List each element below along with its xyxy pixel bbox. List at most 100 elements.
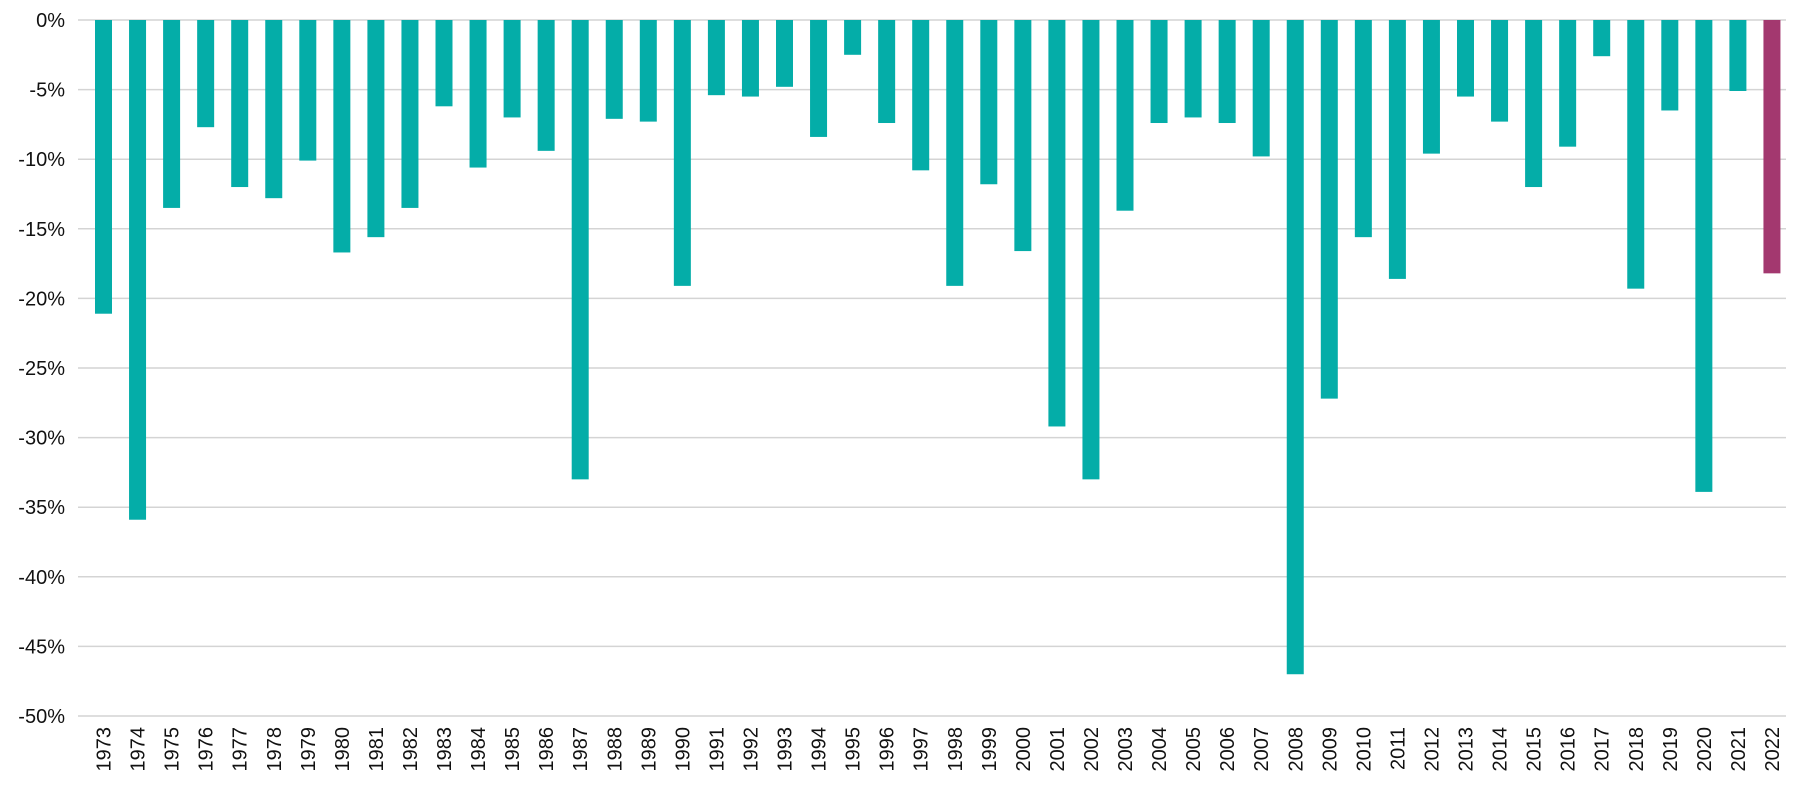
y-tick-label: -40%: [18, 567, 65, 589]
y-tick-label: -15%: [18, 219, 65, 241]
bar-1974: [129, 20, 147, 520]
y-axis: 0% -5% -10% -15% -20% -25% -30% -35% -40% -45% -50…: [18, 10, 65, 728]
bar-2020: [1695, 20, 1713, 492]
x-tick-label: 1998: [945, 727, 967, 772]
x-tick-label: 2012: [1421, 727, 1443, 772]
bar-2011: [1388, 20, 1406, 279]
bar-1982: [401, 20, 419, 208]
y-tick-label: -10%: [18, 149, 65, 171]
bar-1999: [980, 20, 998, 185]
x-tick-label: 2010: [1353, 727, 1375, 772]
x-tick-label: 1991: [706, 727, 728, 772]
bar-1996: [878, 20, 896, 124]
x-tick-label: 1988: [604, 727, 626, 772]
bar-1980: [333, 20, 351, 253]
bar-1991: [707, 20, 725, 96]
y-tick-label: -45%: [18, 636, 65, 658]
x-tick-label: 1979: [298, 727, 320, 772]
bar-2008: [1286, 20, 1304, 675]
x-tick-label: 2000: [1013, 727, 1035, 772]
x-tick-label: 2020: [1694, 727, 1716, 772]
bar-1992: [741, 20, 759, 97]
x-tick-label: 2002: [1081, 727, 1103, 772]
x-tick-label: 2011: [1387, 727, 1409, 770]
bar-2004: [1150, 20, 1168, 124]
bar-1984: [469, 20, 487, 168]
x-tick-label: 1986: [536, 727, 558, 772]
bar-1976: [197, 20, 215, 128]
x-tick-label: 1976: [196, 727, 218, 772]
bar-1978: [265, 20, 283, 199]
x-tick-label: 2021: [1728, 727, 1750, 772]
x-tick-label: 1981: [366, 727, 388, 772]
bar-1995: [844, 20, 862, 55]
bar-1988: [605, 20, 623, 119]
bar-2006: [1218, 20, 1236, 124]
bar-2001: [1048, 20, 1066, 427]
bar-2014: [1491, 20, 1509, 122]
bar-2007: [1252, 20, 1270, 157]
x-tick-label: 1977: [230, 727, 252, 772]
bar-1990: [673, 20, 691, 286]
x-tick-label: 2001: [1047, 727, 1069, 772]
bar-1979: [299, 20, 317, 161]
bar-1994: [810, 20, 828, 137]
x-tick-label: 1983: [434, 727, 456, 772]
y-tick-label: -50%: [18, 706, 65, 728]
y-tick-label: -25%: [18, 358, 65, 380]
bar-2009: [1320, 20, 1338, 399]
x-tick-label: 1985: [502, 727, 524, 772]
x-tick-label: 2014: [1490, 727, 1512, 772]
bar-1975: [163, 20, 181, 208]
y-tick-label: -35%: [18, 497, 65, 519]
x-tick-label: 1990: [672, 727, 694, 772]
x-axis: 1973 1974 1975 1976 1977 1978 1979 1980 1981 1982…: [94, 727, 1784, 772]
bar-2021: [1729, 20, 1747, 91]
x-tick-label: 1993: [775, 727, 797, 772]
x-tick-label: 1980: [332, 727, 354, 772]
bar-1977: [231, 20, 249, 188]
x-tick-label: 1996: [877, 727, 899, 772]
x-tick-label: 1975: [162, 727, 184, 772]
bar-1985: [503, 20, 521, 118]
x-tick-label: 1987: [570, 727, 592, 772]
y-tick-label: -20%: [18, 288, 65, 310]
x-tick-label: 1997: [911, 727, 933, 772]
x-tick-label: 2019: [1660, 727, 1682, 772]
bar-1983: [435, 20, 453, 107]
bar-1973: [95, 20, 112, 314]
bar-2022: [1763, 20, 1781, 274]
bar-1981: [367, 20, 385, 238]
bar-2018: [1627, 20, 1645, 289]
x-tick-label: 2003: [1115, 727, 1137, 772]
x-tick-label: 1973: [94, 727, 116, 772]
x-tick-label: 2017: [1592, 727, 1614, 772]
x-tick-label: 1984: [468, 727, 490, 772]
x-tick-label: 1995: [843, 727, 865, 772]
bar-1989: [639, 20, 657, 122]
bar-2000: [1014, 20, 1032, 252]
bar-2003: [1116, 20, 1134, 211]
bar-2015: [1525, 20, 1543, 188]
x-tick-label: 2009: [1319, 727, 1341, 772]
bar-1998: [946, 20, 964, 286]
y-tick-label: 0%: [36, 10, 65, 32]
x-tick-label: 1982: [400, 727, 422, 772]
bars: [95, 20, 1781, 675]
bar-2017: [1593, 20, 1611, 57]
bar-2005: [1184, 20, 1202, 118]
bar-2019: [1661, 20, 1679, 111]
x-tick-label: 1978: [264, 727, 286, 772]
x-tick-label: 1974: [128, 727, 150, 772]
x-tick-label: 2013: [1456, 727, 1478, 772]
bar-2016: [1559, 20, 1577, 147]
y-tick-label: -5%: [29, 80, 65, 102]
x-tick-label: 1992: [740, 727, 762, 772]
bar-2002: [1082, 20, 1100, 480]
x-tick-label: 1994: [809, 727, 831, 772]
x-tick-label: 1999: [979, 727, 1001, 772]
bar-1987: [571, 20, 589, 480]
bar-2012: [1422, 20, 1440, 154]
x-tick-label: 1989: [638, 727, 660, 772]
x-tick-label: 2016: [1558, 727, 1580, 772]
